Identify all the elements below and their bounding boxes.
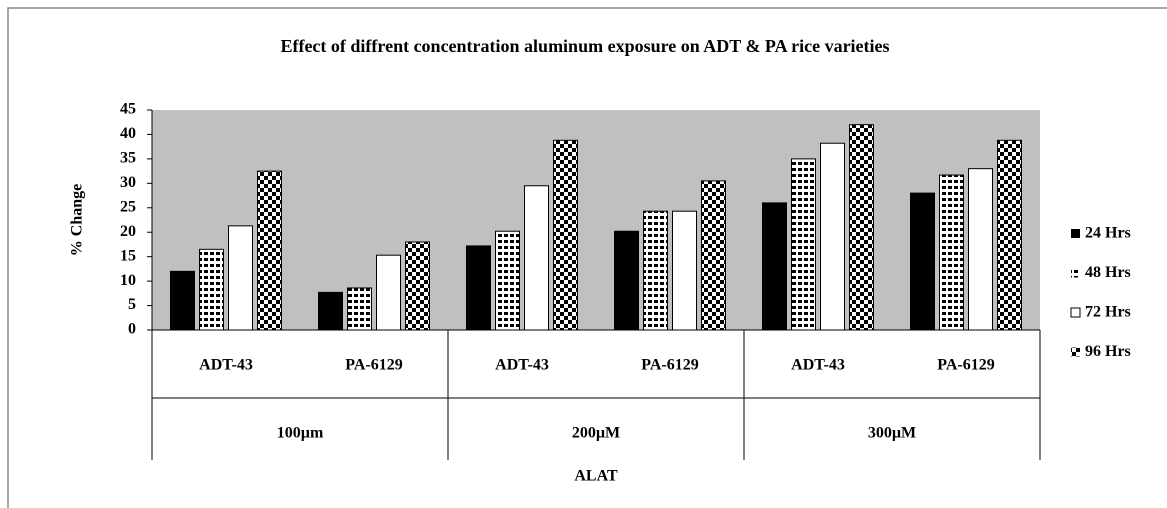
group-label: 300µM [868, 425, 916, 442]
bar [762, 202, 787, 331]
x-tick-label: PA-6129 [937, 357, 994, 374]
legend-label: 96 Hrs [1085, 343, 1131, 360]
y-tick-label: 5 [128, 296, 136, 313]
y-tick-label: 30 [120, 174, 136, 191]
plot-area [152, 110, 1040, 330]
bar [849, 124, 874, 331]
legend-swatch [1071, 229, 1080, 238]
y-tick-label: 20 [120, 223, 136, 240]
x-tick-label: ADT-43 [495, 357, 549, 374]
x-tick-label: ADT-43 [791, 357, 845, 374]
x-axis-label: ALAT [574, 468, 618, 485]
legend-label: 72 Hrs [1085, 304, 1131, 321]
legend-label: 48 Hrs [1085, 264, 1131, 281]
bar [376, 254, 401, 331]
bar [701, 180, 726, 331]
bar [466, 245, 491, 331]
bar [910, 192, 935, 331]
y-tick-label: 45 [120, 101, 136, 118]
legend-swatch [1071, 347, 1080, 357]
bar [495, 230, 520, 331]
bar [347, 287, 372, 331]
legend-swatch [1071, 268, 1080, 278]
bar [939, 174, 964, 331]
bar [791, 158, 816, 331]
y-tick-label: 40 [120, 125, 136, 142]
legend-swatch [1070, 307, 1081, 318]
bar [820, 142, 845, 331]
bar [257, 170, 282, 331]
bar [553, 139, 578, 331]
bar [968, 168, 993, 331]
bar [643, 210, 668, 331]
bar [199, 248, 224, 331]
y-tick-label: 25 [120, 198, 136, 215]
bar [614, 230, 639, 331]
x-tick-label: PA-6129 [641, 357, 698, 374]
y-tick-label: 10 [120, 272, 136, 289]
legend-label: 24 Hrs [1085, 225, 1131, 242]
y-tick-label: 0 [128, 321, 136, 338]
x-tick-label: ADT-43 [199, 357, 253, 374]
frame [7, 7, 1167, 508]
y-tick-label: 35 [120, 150, 136, 167]
y-tick-label: 15 [120, 247, 136, 264]
chart-title: Effect of diffrent concentration aluminu… [280, 36, 889, 56]
bar [524, 185, 549, 331]
group-label: 100µm [277, 425, 324, 442]
y-axis-label: % Change [69, 184, 86, 256]
x-tick-label: PA-6129 [345, 357, 402, 374]
bar [672, 210, 697, 331]
bar [228, 225, 253, 331]
bar [170, 270, 195, 331]
group-label: 200µM [572, 425, 620, 442]
bar [405, 241, 430, 331]
bar [997, 139, 1022, 331]
bar [318, 291, 343, 331]
